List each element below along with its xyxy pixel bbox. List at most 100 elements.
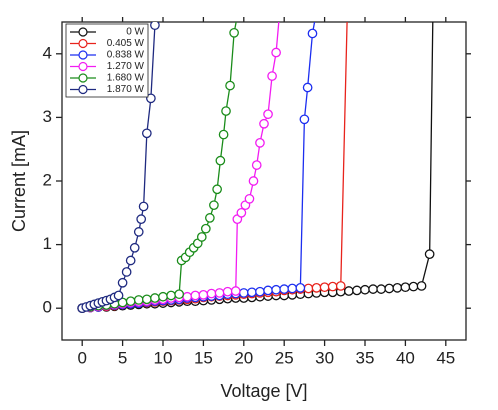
data-point: [233, 11, 241, 19]
data-point: [200, 223, 211, 234]
data-point: [182, 291, 193, 302]
data-point: [230, 286, 241, 296]
data-point: [229, 27, 239, 38]
y-tick-label: 3: [43, 107, 52, 126]
data-point: [196, 232, 207, 242]
y-tick-label: 2: [43, 170, 52, 189]
x-tick-label: 10: [154, 348, 173, 367]
data-point: [255, 286, 265, 297]
data-point: [138, 201, 149, 212]
data-point: [236, 207, 247, 218]
x-tick-label: 25: [275, 348, 294, 367]
data-point: [136, 214, 147, 225]
data-point: [125, 255, 136, 266]
plot-area: [77, 11, 437, 314]
data-point: [343, 286, 354, 296]
legend-label: 0.838 W: [107, 50, 145, 61]
data-point: [150, 22, 160, 31]
data-point: [141, 128, 152, 139]
data-point: [205, 213, 215, 223]
data-point: [299, 114, 310, 125]
data-point: [302, 82, 313, 93]
data-point: [121, 267, 132, 277]
legend-label: 0 W: [126, 27, 144, 38]
data-point: [259, 118, 269, 129]
y-tick-label: 0: [43, 298, 52, 317]
data-point: [218, 129, 229, 140]
x-tick-label: 15: [194, 348, 213, 367]
x-tick-label: 0: [77, 348, 86, 367]
data-point: [221, 106, 231, 116]
legend-marker: [78, 61, 88, 72]
data-point: [248, 176, 259, 186]
data-point: [327, 281, 338, 292]
data-point: [271, 47, 281, 58]
data-point: [255, 137, 265, 148]
data-point: [416, 281, 427, 291]
x-tick-label: 5: [118, 348, 127, 367]
data-point: [117, 277, 128, 288]
x-tick-label: 30: [315, 348, 334, 367]
data-point: [215, 155, 226, 166]
x-tick-label: 45: [436, 348, 455, 367]
data-point: [150, 293, 160, 303]
data-point: [190, 290, 201, 301]
data-point: [225, 80, 235, 91]
data-point: [312, 11, 320, 19]
legend-label: 1.870 W: [107, 84, 145, 95]
data-point: [222, 286, 233, 297]
data-point: [303, 283, 314, 294]
data-point: [287, 283, 298, 294]
x-tick-label: 35: [356, 348, 375, 367]
data-point: [384, 283, 395, 294]
data-point: [238, 288, 249, 298]
data-point: [335, 281, 346, 291]
legend-box: [65, 23, 149, 98]
data-point: [133, 227, 144, 237]
data-point: [166, 290, 176, 301]
data-point: [263, 109, 273, 120]
data-point: [352, 285, 362, 296]
data-point: [214, 288, 225, 298]
data-point: [141, 294, 152, 305]
data-point: [319, 282, 330, 293]
data-point: [198, 289, 209, 300]
data-point: [133, 295, 144, 305]
data-point: [209, 200, 219, 211]
legend-marker: [78, 73, 88, 83]
data-point: [376, 284, 387, 294]
data-point: [263, 285, 273, 296]
x-tick-label: 40: [396, 348, 415, 367]
data-point: [174, 289, 185, 300]
data-point: [275, 11, 283, 19]
x-axis-title: Voltage [V]: [220, 381, 307, 401]
data-point: [368, 284, 378, 294]
data-point: [271, 284, 281, 295]
data-point: [153, 11, 161, 19]
data-point: [279, 284, 290, 294]
data-point: [251, 160, 262, 170]
data-point: [267, 71, 277, 81]
data-point: [295, 282, 306, 293]
legend-marker: [78, 84, 88, 95]
data-point: [343, 11, 351, 19]
data-point: [429, 11, 437, 19]
data-point: [400, 282, 411, 293]
data-point: [360, 284, 370, 295]
legend-marker: [78, 50, 88, 60]
legend-label: 1.680 W: [107, 73, 145, 84]
x-tick-label: 20: [234, 348, 253, 367]
legend-marker: [78, 38, 88, 49]
legend-marker: [78, 27, 88, 37]
data-point: [206, 288, 217, 299]
data-point: [113, 290, 124, 301]
data-point: [158, 291, 168, 302]
y-tick-label: 1: [43, 234, 52, 253]
data-point: [212, 184, 222, 195]
legend-label: 1.270 W: [107, 61, 145, 72]
data-point: [424, 249, 435, 259]
y-axis-title: Current [mA]: [9, 130, 29, 232]
data-point: [247, 287, 257, 298]
